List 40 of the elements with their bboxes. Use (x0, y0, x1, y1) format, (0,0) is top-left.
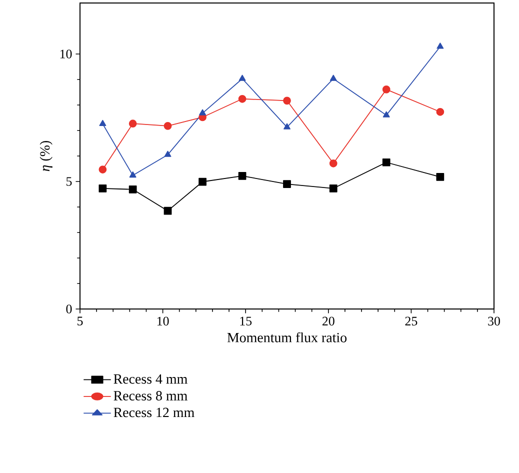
legend-label: Recess 8 mm (114, 391, 188, 400)
point (98, 166, 107, 174)
legend-label: Recess 4 mm (114, 374, 188, 384)
point (198, 178, 206, 186)
point (99, 120, 106, 126)
x-tick-label: 20 (322, 316, 334, 326)
x-axis-title: Momentum flux ratio (227, 332, 347, 342)
point (382, 111, 390, 118)
y-tick-label: 10 (60, 50, 72, 58)
x-tick-label: 5 (78, 316, 83, 326)
point (238, 74, 246, 81)
point (283, 96, 291, 105)
point (436, 108, 444, 116)
point (329, 184, 338, 192)
x-tick-label: 15 (240, 316, 252, 326)
point (329, 159, 338, 168)
point (164, 122, 172, 130)
y-tick-label: 0 (66, 304, 72, 314)
point (238, 94, 246, 103)
point (164, 150, 172, 157)
point (283, 180, 291, 188)
point (128, 185, 137, 194)
point (199, 109, 206, 116)
point (129, 171, 136, 178)
point (436, 42, 444, 49)
legend-label: Recess 12 mm (114, 408, 194, 418)
y-axis-title: η (%) (40, 140, 52, 172)
x-tick-label: 25 (405, 316, 418, 326)
x-tick-label: 30 (488, 316, 500, 326)
point (382, 158, 390, 166)
point (330, 74, 337, 81)
y-tick-label: 5 (66, 177, 72, 186)
point (128, 120, 137, 128)
point (164, 206, 172, 215)
point (98, 184, 107, 192)
point (382, 86, 390, 94)
point (436, 172, 444, 181)
point (238, 172, 246, 180)
x-tick-label: 10 (157, 316, 169, 326)
point (284, 123, 290, 130)
